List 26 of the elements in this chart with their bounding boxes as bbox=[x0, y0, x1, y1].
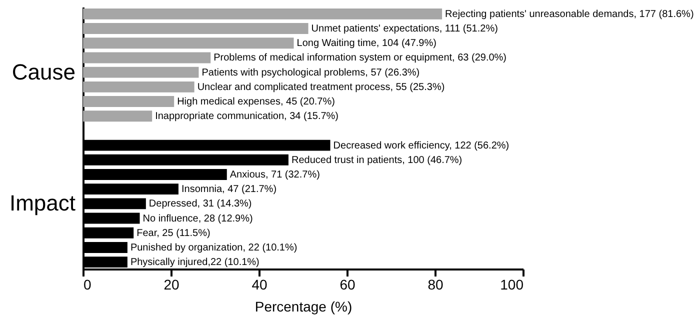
data-label: Problems of medical information system or equipment, 63 (29.0%) bbox=[214, 52, 507, 64]
data-label: High medical expenses, 45 (20.7%) bbox=[177, 96, 335, 108]
data-label: No influence, 28 (12.9%) bbox=[142, 213, 253, 224]
data-label: Long Waiting time, 104 (47.9%) bbox=[296, 38, 436, 50]
data-label: Punished by organization, 22 (10.1%) bbox=[130, 242, 298, 254]
data-label: Unclear and complicated treatment process, 55 (25.3%) bbox=[197, 82, 445, 93]
data-label: Anxious, 71 (32.7%) bbox=[230, 169, 320, 180]
x-tick-label: 60 bbox=[340, 276, 356, 292]
data-label: Fear, 25 (11.5%) bbox=[136, 228, 210, 239]
x-tick-label: 100 bbox=[500, 276, 524, 292]
data-label: Depressed, 31 (14.3%) bbox=[148, 198, 252, 210]
data-label: Unmet patients' expectations, 111 (51.2%) bbox=[311, 24, 498, 35]
x-tick-label: 40 bbox=[252, 276, 268, 292]
data-label: Rejecting patients' unreasonable demands, 177 (81.6%) bbox=[445, 8, 694, 20]
data-label: Insomnia, 47 (21.7%) bbox=[181, 184, 277, 196]
data-label: Inappropriate communication, 34 (15.7%) bbox=[155, 111, 339, 122]
series-label: Impact bbox=[9, 190, 76, 216]
x-tick-label: 20 bbox=[164, 276, 180, 292]
x-axis-title: Percentage (%) bbox=[254, 298, 352, 314]
data-label: Physically injured,22 (10.1%) bbox=[130, 257, 260, 268]
data-label: Decreased work efficiency, 122 (56.2%) bbox=[333, 140, 510, 152]
x-tick-label: 80 bbox=[428, 276, 444, 292]
x-tick-label: 0 bbox=[84, 276, 92, 292]
data-label: Patients with psychological problems, 57 (26.3%) bbox=[202, 67, 420, 78]
data-label: Reduced trust in patients, 100 (46.7%) bbox=[291, 154, 462, 166]
series-label: Cause bbox=[12, 59, 76, 84]
